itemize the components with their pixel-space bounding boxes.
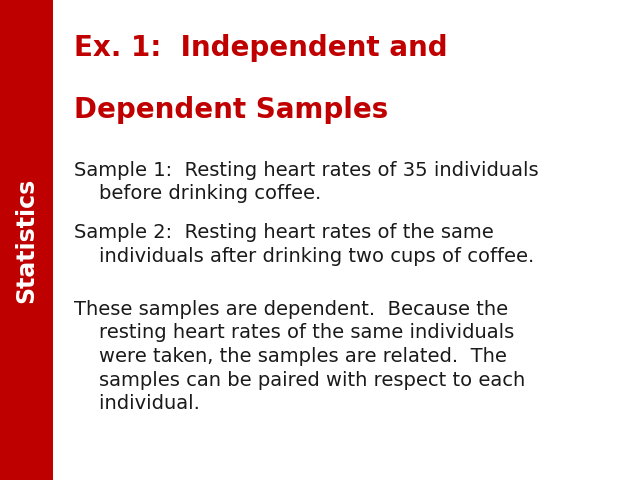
Text: Sample 1:  Resting heart rates of 35 individuals
    before drinking coffee.: Sample 1: Resting heart rates of 35 indi… — [74, 161, 538, 204]
Text: Dependent Samples: Dependent Samples — [74, 96, 388, 124]
Text: Ex. 1:  Independent and: Ex. 1: Independent and — [74, 34, 447, 61]
Text: Sample 2:  Resting heart rates of the same
    individuals after drinking two cu: Sample 2: Resting heart rates of the sam… — [74, 223, 534, 266]
Text: These samples are dependent.  Because the
    resting heart rates of the same in: These samples are dependent. Because the… — [74, 300, 525, 413]
Bar — [0, 0, 53, 480]
Text: Statistics: Statistics — [14, 178, 38, 302]
